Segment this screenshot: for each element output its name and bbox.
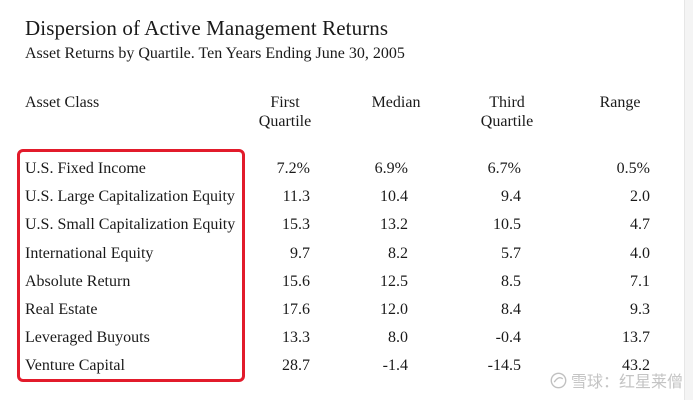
header-first-quartile-line2: Quartile [258, 113, 312, 130]
asset-class-cell: Absolute Return [25, 272, 131, 290]
third-value-cell: 8.5 [501, 272, 521, 290]
asset-class-cell: Leveraged Buyouts [25, 329, 150, 347]
first-value-cell: 13.3 [282, 329, 310, 347]
third-value-cell: -0.4 [495, 329, 521, 347]
median-value-cell: 8.0 [388, 329, 408, 347]
first-value-cell: 15.3 [282, 216, 310, 234]
range-value-cell: 43.2 [622, 357, 650, 375]
header-range: Range [599, 94, 641, 111]
range-value-cell: 13.7 [622, 329, 650, 347]
asset-class-cell: U.S. Large Capitalization Equity [25, 188, 235, 206]
third-value-cell: 5.7 [501, 244, 521, 262]
third-value-cell: 10.5 [493, 216, 521, 234]
third-value-cell: -14.5 [487, 357, 521, 375]
range-value-cell: 4.0 [630, 244, 650, 262]
median-value-cell: 12.0 [380, 301, 408, 318]
table-row: U.S. Large Capitalization Equity 11.3 10.4… [0, 183, 693, 211]
first-value-cell: 17.6 [282, 301, 310, 318]
page-subtitle: Asset Returns by Quartile. Ten Years End… [25, 45, 405, 62]
range-value-cell: 7.1 [630, 272, 650, 290]
table-row: International Equity 9.7 8.2 5.7 4.0 [0, 240, 693, 268]
third-value-cell: 8.4 [501, 301, 521, 318]
median-value-cell: 12.5 [380, 272, 408, 290]
header-first-quartile-line1: First [270, 94, 300, 111]
watermark-text: 雪球：红星莱僧 [570, 372, 683, 391]
asset-class-cell: Real Estate [25, 301, 98, 318]
header-asset-class: Asset Class [25, 94, 100, 111]
range-value-cell: 9.3 [630, 301, 650, 318]
first-value-cell: 11.3 [282, 188, 310, 206]
snowball-logo-icon [550, 372, 567, 388]
page-title: Dispersion of Active Management Returns [25, 16, 389, 40]
header-median: Median [371, 94, 421, 111]
range-value-cell: 0.5% [616, 160, 650, 177]
median-value-cell: 6.9% [374, 160, 408, 177]
table-row: Venture Capital 28.7 -1.4 -14.5 43.2 [0, 352, 693, 380]
first-value-cell: 7.2% [276, 160, 310, 177]
asset-class-cell: International Equity [25, 244, 154, 262]
table-row: Leveraged Buyouts 13.3 8.0 -0.4 13.7 [0, 324, 693, 352]
header-third-quartile-line2: Quartile [480, 113, 534, 130]
asset-class-cell: U.S. Small Capitalization Equity [25, 216, 236, 234]
table-row: U.S. Small Capitalization Equity 15.3 13.2… [0, 211, 693, 239]
header-third-quartile: Third Quartile [467, 93, 547, 131]
scrollbar[interactable] [684, 0, 693, 400]
table-row: Real Estate 17.6 12.0 8.4 9.3 [0, 296, 693, 324]
range-value-cell: 2.0 [630, 188, 650, 206]
asset-class-cell: Venture Capital [25, 357, 125, 375]
table-row: Absolute Return 15.6 12.5 8.5 7.1 [0, 268, 693, 296]
median-value-cell: 13.2 [380, 216, 408, 234]
header-first-quartile: First Quartile [245, 93, 325, 131]
first-value-cell: 15.6 [282, 272, 310, 290]
median-value-cell: 8.2 [388, 244, 408, 262]
range-value-cell: 4.7 [630, 216, 650, 234]
median-value-cell: -1.4 [382, 357, 408, 375]
third-value-cell: 9.4 [501, 188, 521, 206]
table-row: U.S. Fixed Income 7.2% 6.9% 6.7% 0.5% [0, 155, 693, 183]
third-value-cell: 6.7% [487, 160, 521, 177]
asset-class-cell: U.S. Fixed Income [25, 160, 146, 177]
header-third-quartile-line1: Third [489, 94, 525, 111]
watermark: 雪球：红星莱僧 [550, 368, 683, 392]
highlight-annotation-box [17, 149, 245, 382]
median-value-cell: 10.4 [380, 188, 408, 206]
first-value-cell: 9.7 [290, 244, 310, 262]
first-value-cell: 28.7 [282, 357, 310, 375]
